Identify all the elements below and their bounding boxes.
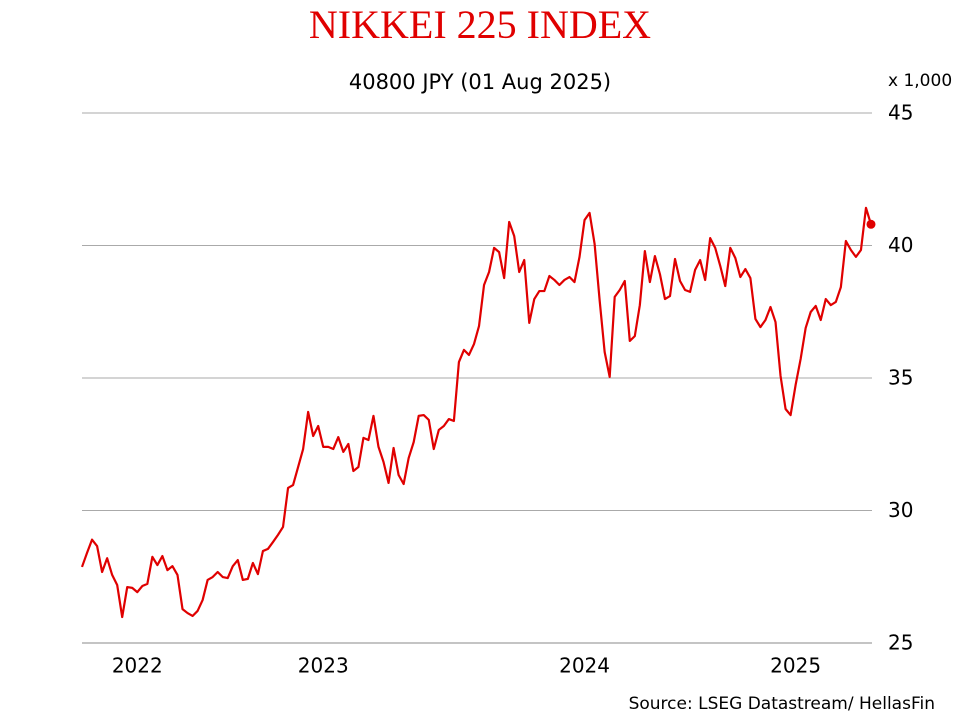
y-tick-label: 45 [888, 101, 913, 125]
last-point-marker [866, 219, 876, 229]
source-note: Source: LSEG Datastream/ HellasFin [629, 694, 935, 714]
price-line [80, 206, 873, 619]
x-tick-label: 2025 [770, 654, 821, 678]
x-tick-label: 2024 [559, 654, 610, 678]
chart-title: NIKKEI 225 INDEX [309, 2, 651, 47]
y-tick-label: 40 [888, 233, 913, 257]
x-tick-label: 2022 [112, 654, 163, 678]
x-tick-label: 2023 [298, 654, 349, 678]
chart-subtitle: 40800 JPY (01 Aug 2025) [349, 70, 611, 94]
y-tick-label: 25 [888, 631, 913, 655]
y-tick-label: 35 [888, 366, 913, 390]
y-tick-label: 30 [888, 498, 913, 522]
y-unit-label: x 1,000 [888, 71, 952, 91]
